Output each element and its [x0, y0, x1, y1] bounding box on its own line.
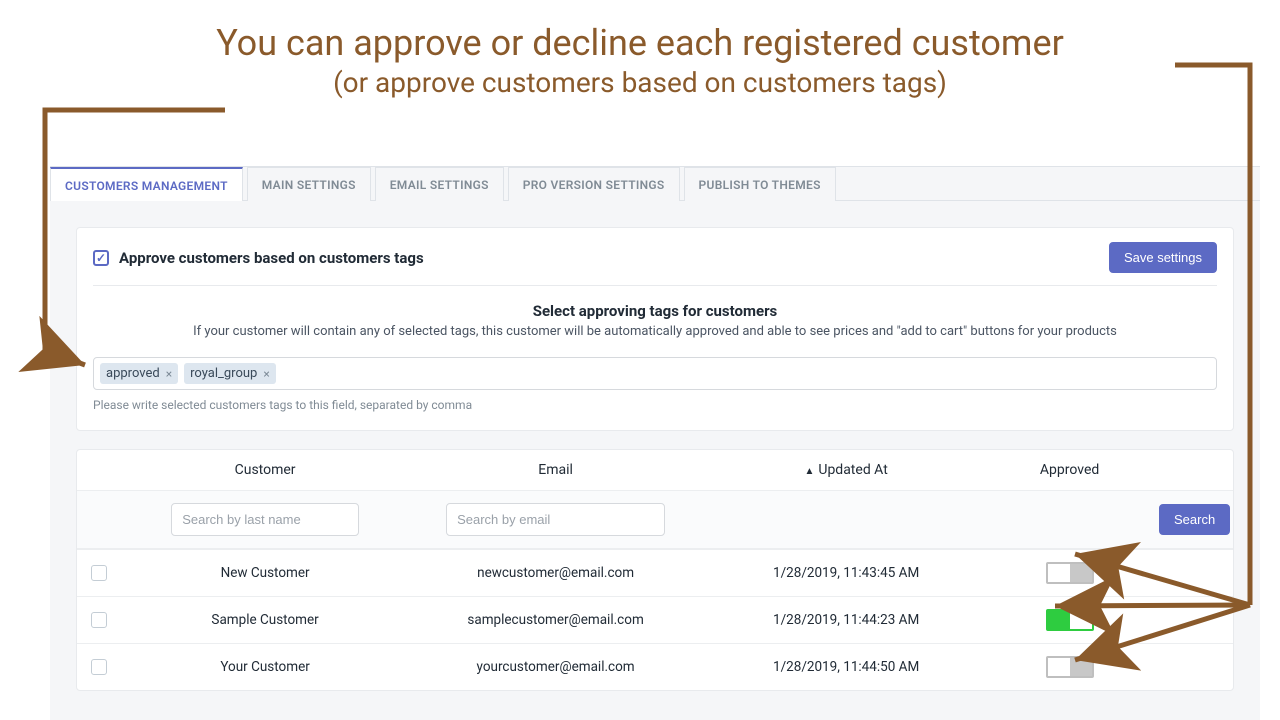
remove-tag-icon[interactable]: × [263, 367, 269, 381]
cell-email: newcustomer@email.com [399, 565, 712, 581]
remove-tag-icon[interactable]: × [166, 367, 172, 381]
tab-email-settings[interactable]: EMAIL SETTINGS [375, 167, 504, 201]
customers-table: Customer Email ▲Updated At Approved Sear… [76, 449, 1234, 691]
table-row: Your Customeryourcustomer@email.com1/28/… [77, 643, 1233, 690]
search-button[interactable]: Search [1159, 504, 1230, 535]
annotation-subhead: (or approve customers based on customers… [0, 66, 1280, 99]
tab-main-settings[interactable]: MAIN SETTINGS [247, 167, 371, 201]
approved-toggle[interactable] [1046, 562, 1094, 584]
cell-customer: Your Customer [131, 659, 399, 675]
approved-toggle[interactable] [1046, 656, 1094, 678]
save-settings-button[interactable]: Save settings [1109, 242, 1217, 273]
approve-settings-card: ✓ Approve customers based on customers t… [76, 227, 1234, 431]
col-updated-at[interactable]: ▲Updated At [712, 462, 980, 478]
row-select-checkbox[interactable] [91, 612, 107, 628]
col-customer[interactable]: Customer [131, 462, 399, 478]
tab-pro-version-settings[interactable]: PRO VERSION SETTINGS [508, 167, 680, 201]
cell-customer: New Customer [131, 565, 399, 581]
approving-tags-title: Select approving tags for customers [93, 302, 1217, 320]
tag-chip: royal_group × [184, 363, 276, 384]
tabs-bar: CUSTOMERS MANAGEMENTMAIN SETTINGSEMAIL S… [50, 167, 1260, 201]
tag-label: approved [106, 366, 160, 381]
approving-tags-desc: If your customer will contain any of sel… [93, 324, 1217, 339]
table-row: Sample Customersamplecustomer@email.com1… [77, 596, 1233, 643]
approve-by-tags-label: Approve customers based on customers tag… [119, 249, 424, 267]
col-email[interactable]: Email [399, 462, 712, 478]
col-approved[interactable]: Approved [980, 462, 1159, 478]
cell-email: yourcustomer@email.com [399, 659, 712, 675]
tags-input[interactable]: approved × royal_group × [93, 357, 1217, 390]
tags-hint: Please write selected customers tags to … [93, 398, 1217, 412]
row-select-checkbox[interactable] [91, 565, 107, 581]
cell-updated: 1/28/2019, 11:44:23 AM [712, 612, 980, 628]
app-panel: CUSTOMERS MANAGEMENTMAIN SETTINGSEMAIL S… [50, 166, 1260, 720]
table-header-row: Customer Email ▲Updated At Approved [77, 450, 1233, 490]
sort-ascending-icon: ▲ [804, 466, 814, 477]
tag-chip: approved × [100, 363, 178, 384]
table-row: New Customernewcustomer@email.com1/28/20… [77, 549, 1233, 596]
table-filter-row: Search [77, 490, 1233, 549]
search-lastname-input[interactable] [171, 503, 359, 536]
cell-updated: 1/28/2019, 11:44:50 AM [712, 659, 980, 675]
approved-toggle[interactable] [1046, 609, 1094, 631]
cell-customer: Sample Customer [131, 612, 399, 628]
tab-customers-management[interactable]: CUSTOMERS MANAGEMENT [50, 167, 243, 201]
tag-label: royal_group [190, 366, 257, 381]
annotation-headline: You can approve or decline each register… [0, 22, 1280, 64]
search-email-input[interactable] [446, 503, 665, 536]
annotation-heading: You can approve or decline each register… [0, 0, 1280, 99]
cell-updated: 1/28/2019, 11:43:45 AM [712, 565, 980, 581]
row-select-checkbox[interactable] [91, 659, 107, 675]
tab-publish-to-themes[interactable]: PUBLISH TO THEMES [684, 167, 836, 201]
cell-email: samplecustomer@email.com [399, 612, 712, 628]
approve-by-tags-checkbox[interactable]: ✓ [93, 250, 109, 266]
